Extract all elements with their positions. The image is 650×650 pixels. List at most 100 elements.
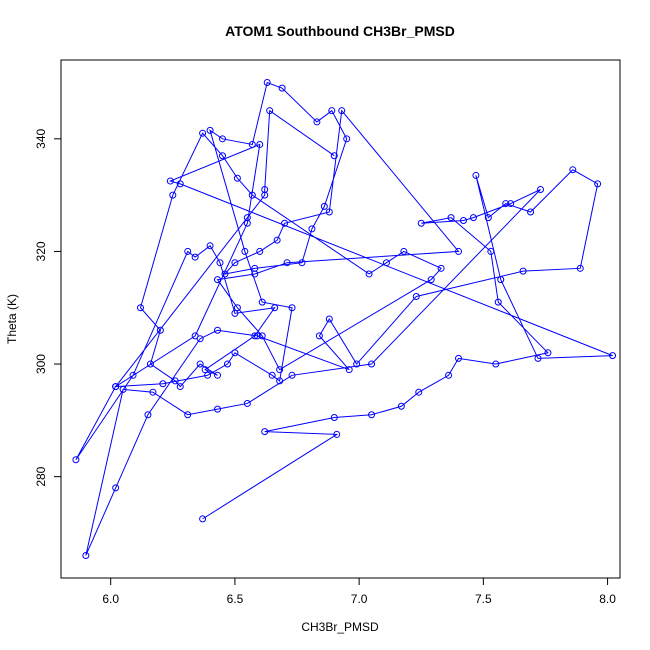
data-point [330, 414, 338, 422]
data-point [353, 360, 361, 368]
data-point [492, 360, 500, 368]
data-point [268, 371, 276, 379]
data-point [248, 191, 256, 199]
data-point [382, 259, 390, 267]
data-point [315, 332, 323, 340]
data-point [258, 332, 266, 340]
data-point [330, 152, 338, 160]
data-point [328, 107, 336, 115]
data-point [527, 208, 535, 216]
data-point [437, 264, 445, 272]
data-point [544, 349, 552, 357]
x-axis-label: CH3Br_PMSD [301, 620, 379, 634]
data-point [298, 259, 306, 267]
data-point [417, 219, 425, 227]
x-tick-label: 7.5 [475, 592, 492, 606]
data-point [129, 371, 137, 379]
data-point [400, 247, 408, 255]
data-point [469, 214, 477, 222]
x-tick-label: 6.5 [227, 592, 244, 606]
data-point [218, 152, 226, 160]
data-point [271, 304, 279, 312]
data-point [313, 118, 321, 126]
data-point [191, 253, 199, 261]
data-point [368, 360, 376, 368]
data-point [248, 140, 256, 148]
data-point [333, 430, 341, 438]
data-point [278, 84, 286, 92]
y-tick-label: 300 [34, 354, 48, 374]
data-point [455, 354, 463, 362]
data-point [368, 411, 376, 419]
data-point [256, 140, 264, 148]
data-point [241, 247, 249, 255]
data-point [325, 208, 333, 216]
data-point [412, 292, 420, 300]
data-point [308, 225, 316, 233]
data-point [176, 180, 184, 188]
data-point [149, 388, 157, 396]
data-point [206, 242, 214, 250]
data-point [169, 191, 177, 199]
data-point [231, 259, 239, 267]
data-point [196, 360, 204, 368]
data-point [276, 377, 284, 385]
data-point [258, 298, 266, 306]
y-axis-label: Theta (K) [5, 294, 19, 344]
data-point [261, 186, 269, 193]
data-point [263, 79, 271, 87]
data-point [171, 377, 179, 385]
data-point [146, 360, 154, 368]
data-point [273, 236, 281, 244]
data-point [537, 186, 544, 193]
data-point [494, 298, 502, 306]
data-point [214, 405, 222, 413]
data-point [251, 270, 259, 278]
data-point [184, 247, 192, 255]
data-point [156, 326, 164, 334]
data-point [166, 177, 174, 185]
data-point [397, 402, 405, 410]
data-point [343, 135, 351, 143]
data-point [338, 107, 346, 115]
data-point [251, 332, 259, 340]
plot-frame [60, 59, 621, 579]
data-point [221, 270, 229, 278]
data-point [447, 214, 455, 222]
data-point [427, 276, 435, 284]
x-tick-label: 6.0 [102, 592, 119, 606]
data-point [519, 267, 527, 275]
y-tick-label: 320 [34, 241, 48, 261]
chart-title: ATOM1 Southbound CH3Br_PMSD [225, 23, 455, 39]
data-point [231, 349, 239, 357]
series-layer [72, 79, 617, 559]
data-point [534, 354, 542, 362]
data-point [112, 383, 120, 391]
data-point [445, 371, 453, 379]
data-point [231, 309, 239, 317]
data-point [609, 352, 617, 360]
data-point [497, 276, 505, 284]
data-point [112, 484, 120, 492]
data-point [325, 315, 333, 323]
data-point [261, 428, 269, 436]
data-point [144, 411, 152, 419]
data-point [507, 200, 515, 208]
data-point [204, 371, 212, 379]
data-point [214, 326, 222, 334]
data-point [243, 399, 251, 407]
data-point [569, 166, 577, 174]
data-point [137, 304, 144, 312]
data-point [283, 259, 291, 267]
data-point [214, 371, 222, 379]
data-point [176, 383, 184, 391]
x-tick-label: 7.0 [351, 592, 368, 606]
y-tick-label: 340 [34, 128, 48, 148]
data-point [459, 216, 467, 224]
data-point [281, 219, 289, 227]
data-point [159, 380, 167, 388]
data-point [216, 259, 224, 267]
data-point [243, 214, 251, 222]
data-point [233, 304, 241, 312]
